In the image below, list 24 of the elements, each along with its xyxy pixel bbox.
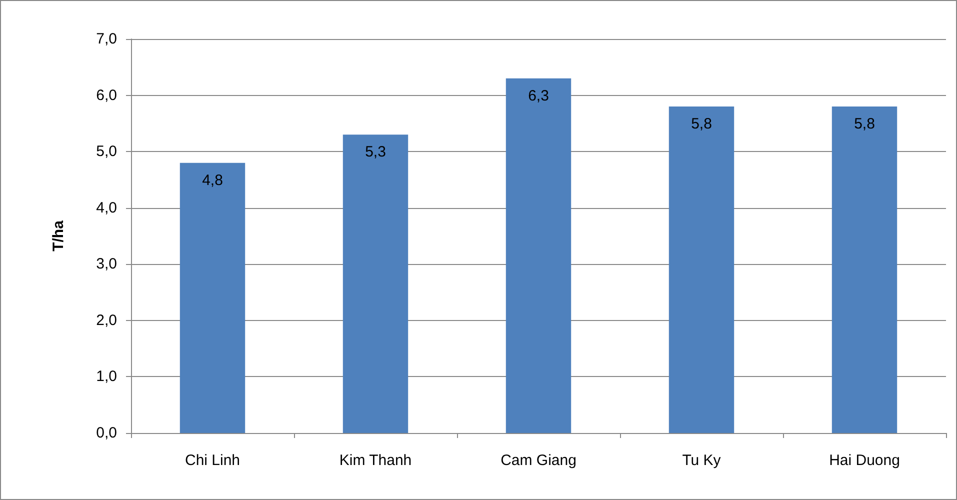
- y-tick-label: 5,0: [96, 143, 117, 160]
- data-label: 4,8: [202, 172, 223, 189]
- y-tick-label: 3,0: [96, 256, 117, 273]
- x-tick-label: Tu Ky: [682, 452, 722, 469]
- data-label: 6,3: [528, 87, 549, 104]
- bar: [668, 106, 734, 433]
- y-tick-label: 6,0: [96, 86, 117, 104]
- bar: [506, 78, 572, 433]
- y-tick-label: 4,0: [96, 199, 117, 216]
- data-label: 5,8: [691, 116, 712, 133]
- bar: [342, 134, 408, 433]
- x-tick-label: Chi Linh: [184, 452, 240, 469]
- y-tick-label: 0,0: [96, 424, 117, 442]
- y-axis-title: T/ha: [50, 220, 67, 252]
- y-tick-label: 2,0: [96, 312, 117, 329]
- bar: [832, 106, 898, 433]
- x-tick-label: Hai Duong: [829, 452, 900, 469]
- x-tick-label: Kim Thanh: [339, 452, 412, 469]
- data-label: 5,8: [854, 116, 875, 133]
- x-tick-label: Cam Giang: [500, 452, 576, 469]
- y-tick-label: 7,0: [96, 30, 117, 48]
- bar: [180, 162, 246, 433]
- data-label: 5,3: [365, 144, 386, 161]
- y-tick-label: 1,0: [96, 368, 117, 386]
